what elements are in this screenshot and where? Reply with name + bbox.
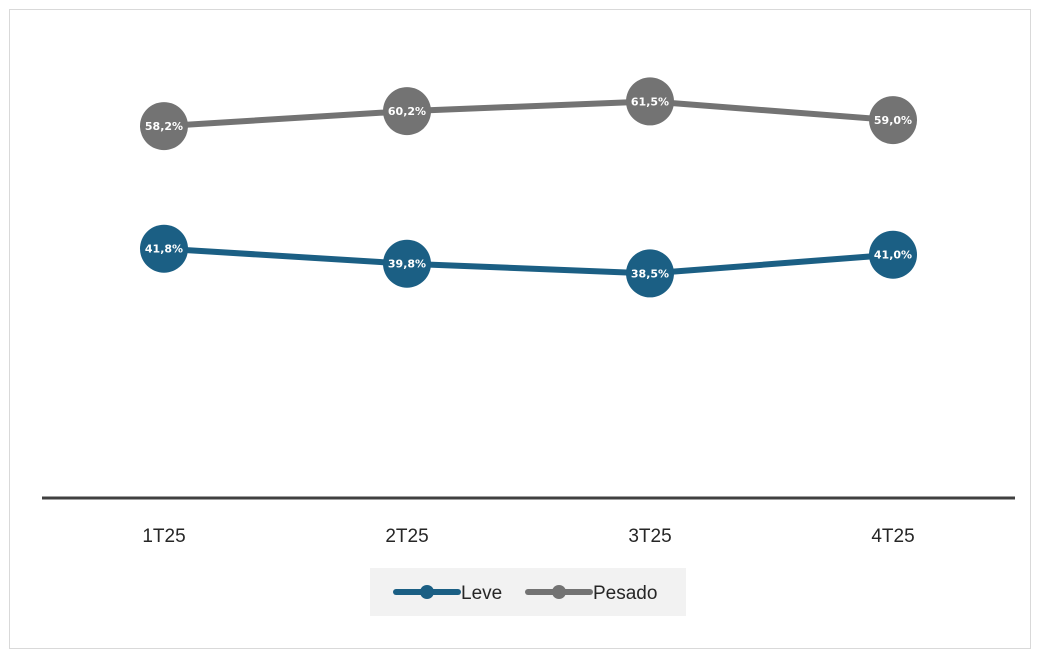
data-point-leve-1t25: [140, 224, 188, 273]
data-point-pesado-4t25: [869, 96, 917, 145]
data-label-leve-3t25: 38,5%: [631, 267, 669, 280]
data-label-pesado-1t25: 58,2%: [145, 120, 183, 133]
data-label-leve-2t25: 39,8%: [388, 258, 426, 271]
legend-item-leve[interactable]: Leve: [393, 583, 502, 604]
x-tick-label: 2T25: [385, 526, 428, 547]
data-point-pesado-2t25: [383, 87, 431, 136]
data-point-leve-4t25: [869, 230, 917, 279]
legend-item-pesado[interactable]: Pesado: [525, 583, 657, 604]
legend-marker-pesado: [552, 585, 566, 599]
data-point-pesado-1t25: [140, 102, 188, 151]
series-line-pesado: [161, 98, 896, 130]
series-leve: 41,8% 39,8% 38,5% 41,0%: [140, 224, 917, 298]
data-label-pesado-4t25: 59,0%: [874, 114, 912, 127]
data-point-leve-3t25: [626, 249, 674, 298]
series-pesado: 58,2% 60,2% 61,5% 59,0%: [140, 77, 917, 151]
series-line-leve: [161, 245, 896, 277]
x-tick-label: 1T25: [142, 526, 185, 547]
x-tick-label: 3T25: [628, 526, 671, 547]
data-label-leve-1t25: 41,8%: [145, 243, 183, 256]
data-label-pesado-3t25: 61,5%: [631, 95, 669, 108]
x-tick-label: 4T25: [871, 526, 914, 547]
legend-label-leve: Leve: [461, 583, 502, 604]
data-label-leve-4t25: 41,0%: [874, 249, 912, 262]
line-chart: 41,8% 39,8% 38,5% 41,0% 58,2% 60,2% 61,5% 59,0%…: [42, 77, 1015, 616]
data-point-pesado-3t25: [626, 77, 674, 126]
data-point-leve-2t25: [383, 239, 431, 288]
series-layer: 41,8% 39,8% 38,5% 41,0% 58,2% 60,2% 61,5% 59,0%: [140, 77, 917, 298]
legend-marker-leve: [420, 585, 434, 599]
x-axis-ticks: 1T25 2T25 3T25 4T25: [142, 526, 914, 547]
data-label-pesado-2t25: 60,2%: [388, 105, 426, 118]
legend-label-pesado: Pesado: [593, 583, 657, 604]
legend: Leve Pesado: [370, 568, 686, 616]
